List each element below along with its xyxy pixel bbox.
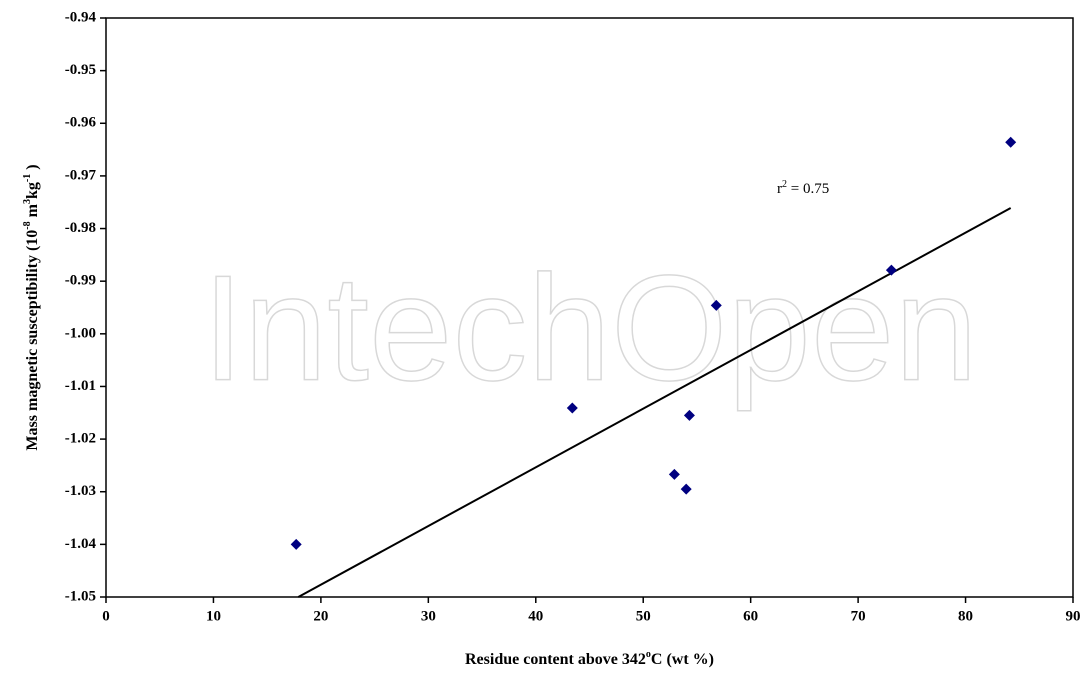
y-tick-label: -0.94 <box>65 9 97 25</box>
x-tick-label: 60 <box>743 608 758 624</box>
y-axis-label: Mass magnetic susceptibility (10-8 m3kg-… <box>22 164 41 450</box>
annotation-part: = 0.75 <box>787 181 829 197</box>
point <box>680 483 692 495</box>
x-tick-label: 30 <box>421 608 436 624</box>
y-tick-label: -1.03 <box>65 483 96 499</box>
point <box>1005 136 1017 148</box>
y-tick-label: -1.02 <box>65 431 96 447</box>
y-tick-label: -0.95 <box>65 62 96 78</box>
y-axis-label-part: ) <box>24 164 41 173</box>
y-axis-label-part: Mass magnetic susceptibility (10 <box>24 230 41 451</box>
point <box>290 538 302 550</box>
x-axis-label-part: Residue content above 342 <box>465 651 646 668</box>
watermark: IntechOpen <box>202 244 978 412</box>
point <box>885 264 897 276</box>
point <box>668 468 680 480</box>
y-tick-label: -1.04 <box>65 536 97 552</box>
y-tick-label: -0.98 <box>65 220 96 236</box>
point <box>710 299 722 311</box>
y-axis-label-part: -8 <box>22 221 33 229</box>
y-tick-label: -0.96 <box>65 115 97 131</box>
annotation: r2 = 0.75 <box>777 179 829 198</box>
y-axis-label-part: 3 <box>22 199 33 204</box>
x-tick-label: 90 <box>1066 608 1081 624</box>
annotation-part: 2 <box>782 179 787 190</box>
x-tick-label: 20 <box>313 608 328 624</box>
x-tick-label: 0 <box>102 608 110 624</box>
x-axis-label-part: C (wt %) <box>651 651 714 668</box>
x-tick-label: 10 <box>206 608 221 624</box>
y-tick-label: -0.99 <box>65 273 96 289</box>
y-axis-label-part: m <box>24 203 41 221</box>
x-axis-label: Residue content above 342oC (wt %) <box>465 649 714 668</box>
x-tick-label: 40 <box>528 608 543 624</box>
x-tick-label: 70 <box>851 608 866 624</box>
x-tick-label: 50 <box>636 608 651 624</box>
y-axis-label-part: kg <box>24 182 41 199</box>
y-tick-label: -1.01 <box>65 378 96 394</box>
y-axis-label-part: -1 <box>22 174 33 182</box>
plot-area <box>105 17 1074 598</box>
y-tick-label: -1.00 <box>65 325 96 341</box>
y-tick-label: -1.05 <box>65 588 96 604</box>
x-axis-label-part: o <box>646 649 651 660</box>
point <box>683 409 695 421</box>
annotation-part: r <box>777 181 782 197</box>
x-tick-label: 80 <box>958 608 973 624</box>
point <box>566 402 578 414</box>
y-tick-label: -0.97 <box>65 167 97 183</box>
